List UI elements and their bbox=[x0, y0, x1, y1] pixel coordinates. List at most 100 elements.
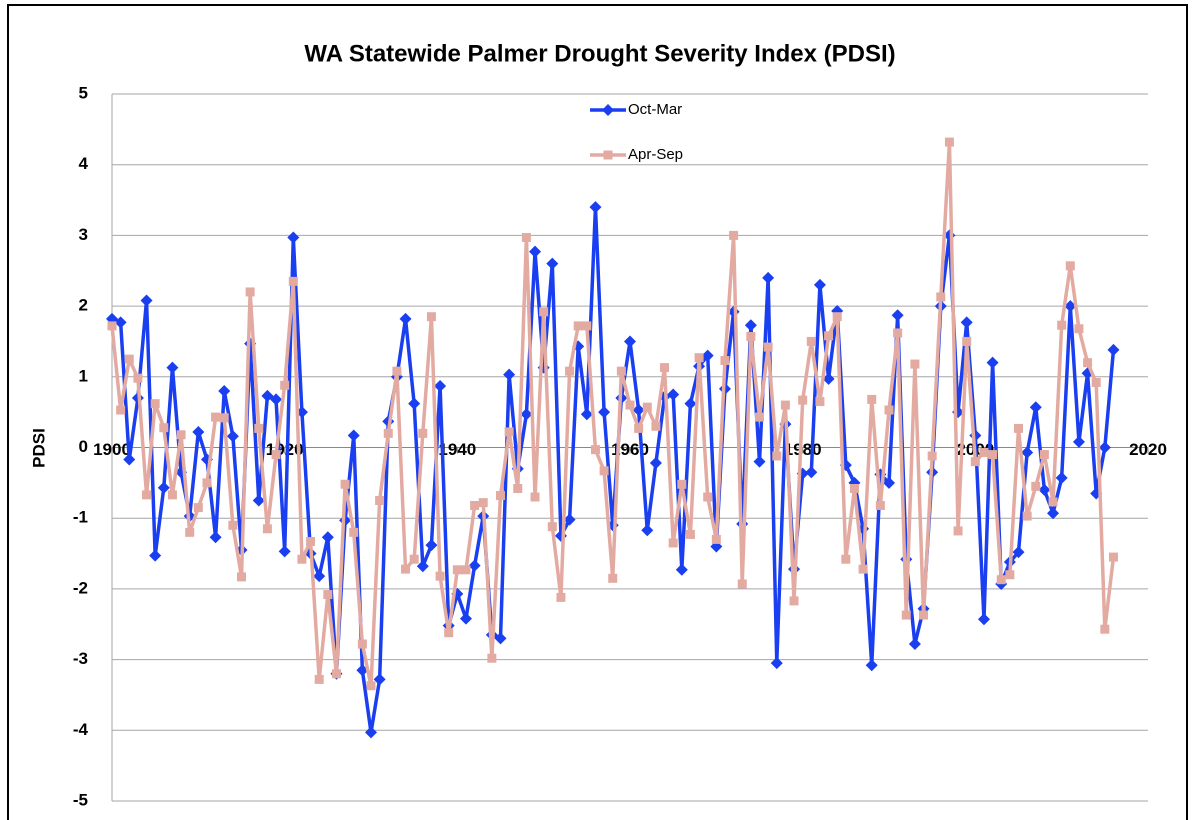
data-point bbox=[383, 428, 393, 438]
data-point bbox=[159, 423, 169, 433]
data-point bbox=[684, 397, 697, 410]
data-point bbox=[573, 321, 583, 331]
data-point bbox=[546, 257, 559, 270]
data-point bbox=[1074, 324, 1084, 334]
legend-label: Oct-Mar bbox=[628, 101, 682, 118]
data-point bbox=[366, 681, 376, 691]
data-point bbox=[166, 361, 179, 374]
chart-title: WA Statewide Palmer Drought Severity Ind… bbox=[304, 40, 895, 67]
data-point bbox=[416, 560, 429, 573]
data-point bbox=[841, 554, 851, 564]
data-point bbox=[539, 307, 549, 317]
data-point bbox=[979, 447, 989, 457]
data-point bbox=[202, 478, 212, 488]
data-point bbox=[1055, 471, 1068, 484]
data-point bbox=[123, 453, 136, 466]
data-point bbox=[901, 610, 911, 620]
data-point bbox=[813, 278, 826, 291]
data-point bbox=[468, 559, 481, 572]
data-point bbox=[149, 549, 162, 562]
data-point bbox=[218, 384, 231, 397]
data-point bbox=[331, 669, 341, 679]
data-point bbox=[529, 245, 542, 258]
data-point bbox=[832, 312, 842, 322]
data-point bbox=[632, 404, 645, 417]
data-point bbox=[762, 271, 775, 284]
data-point bbox=[701, 349, 714, 362]
data-point bbox=[642, 402, 652, 412]
data-point bbox=[356, 664, 369, 677]
data-point bbox=[1083, 358, 1093, 368]
data-point bbox=[667, 388, 680, 401]
x-tick-label: 1980 bbox=[784, 440, 822, 459]
data-point bbox=[228, 520, 238, 530]
y-tick-label: 2 bbox=[79, 296, 88, 315]
data-point bbox=[297, 554, 307, 564]
data-point bbox=[521, 233, 531, 243]
data-point bbox=[1064, 300, 1077, 313]
data-point bbox=[444, 628, 454, 638]
data-point bbox=[1107, 343, 1120, 356]
data-point bbox=[124, 354, 134, 364]
y-tick-label: 3 bbox=[79, 225, 88, 244]
data-point bbox=[513, 484, 523, 494]
data-point bbox=[729, 230, 739, 240]
data-point bbox=[624, 335, 636, 348]
data-point bbox=[278, 545, 291, 558]
data-point bbox=[323, 590, 333, 600]
series-line bbox=[110, 140, 1116, 688]
legend-marker bbox=[602, 104, 614, 116]
data-point bbox=[677, 479, 687, 489]
data-point bbox=[806, 336, 816, 346]
data-point bbox=[503, 368, 516, 381]
data-point bbox=[409, 554, 419, 564]
y-tick-label: 0 bbox=[79, 437, 88, 456]
data-point bbox=[262, 524, 272, 534]
y-tick-label: -5 bbox=[73, 790, 88, 809]
data-point bbox=[1091, 377, 1101, 387]
data-point bbox=[452, 565, 462, 575]
y-tick-label: -3 bbox=[73, 649, 88, 668]
data-point bbox=[660, 363, 670, 373]
data-point bbox=[893, 328, 903, 338]
data-point bbox=[1098, 441, 1111, 454]
data-point bbox=[375, 496, 385, 506]
data-point bbox=[392, 366, 402, 376]
data-point bbox=[226, 430, 239, 443]
data-point bbox=[598, 406, 611, 419]
data-point bbox=[772, 451, 782, 461]
data-point bbox=[193, 503, 203, 513]
x-tick-label: 1940 bbox=[438, 440, 476, 459]
data-point bbox=[910, 359, 920, 369]
data-point bbox=[185, 527, 195, 537]
data-point bbox=[634, 423, 644, 433]
data-point bbox=[668, 538, 678, 548]
data-point bbox=[340, 479, 350, 489]
data-point bbox=[461, 565, 471, 575]
data-point bbox=[563, 513, 576, 526]
data-point bbox=[245, 287, 255, 297]
data-point bbox=[1012, 546, 1025, 559]
data-point bbox=[753, 455, 766, 468]
legend-marker bbox=[603, 150, 613, 160]
y-tick-label: -4 bbox=[73, 720, 89, 739]
data-point bbox=[1038, 483, 1051, 496]
data-point bbox=[770, 657, 783, 670]
data-point bbox=[936, 292, 946, 302]
data-point bbox=[496, 491, 505, 501]
x-tick-label: 1900 bbox=[93, 440, 131, 459]
data-point bbox=[107, 321, 117, 331]
data-point bbox=[625, 400, 635, 410]
data-point bbox=[694, 353, 704, 363]
data-point bbox=[720, 356, 730, 366]
legend-label: Apr-Sep bbox=[628, 146, 683, 163]
data-point bbox=[401, 564, 411, 574]
data-point bbox=[434, 379, 447, 392]
data-point bbox=[347, 429, 360, 442]
data-point bbox=[746, 332, 756, 342]
data-point bbox=[254, 423, 264, 433]
data-point bbox=[470, 500, 480, 510]
data-point bbox=[599, 466, 609, 476]
data-point bbox=[314, 674, 324, 684]
